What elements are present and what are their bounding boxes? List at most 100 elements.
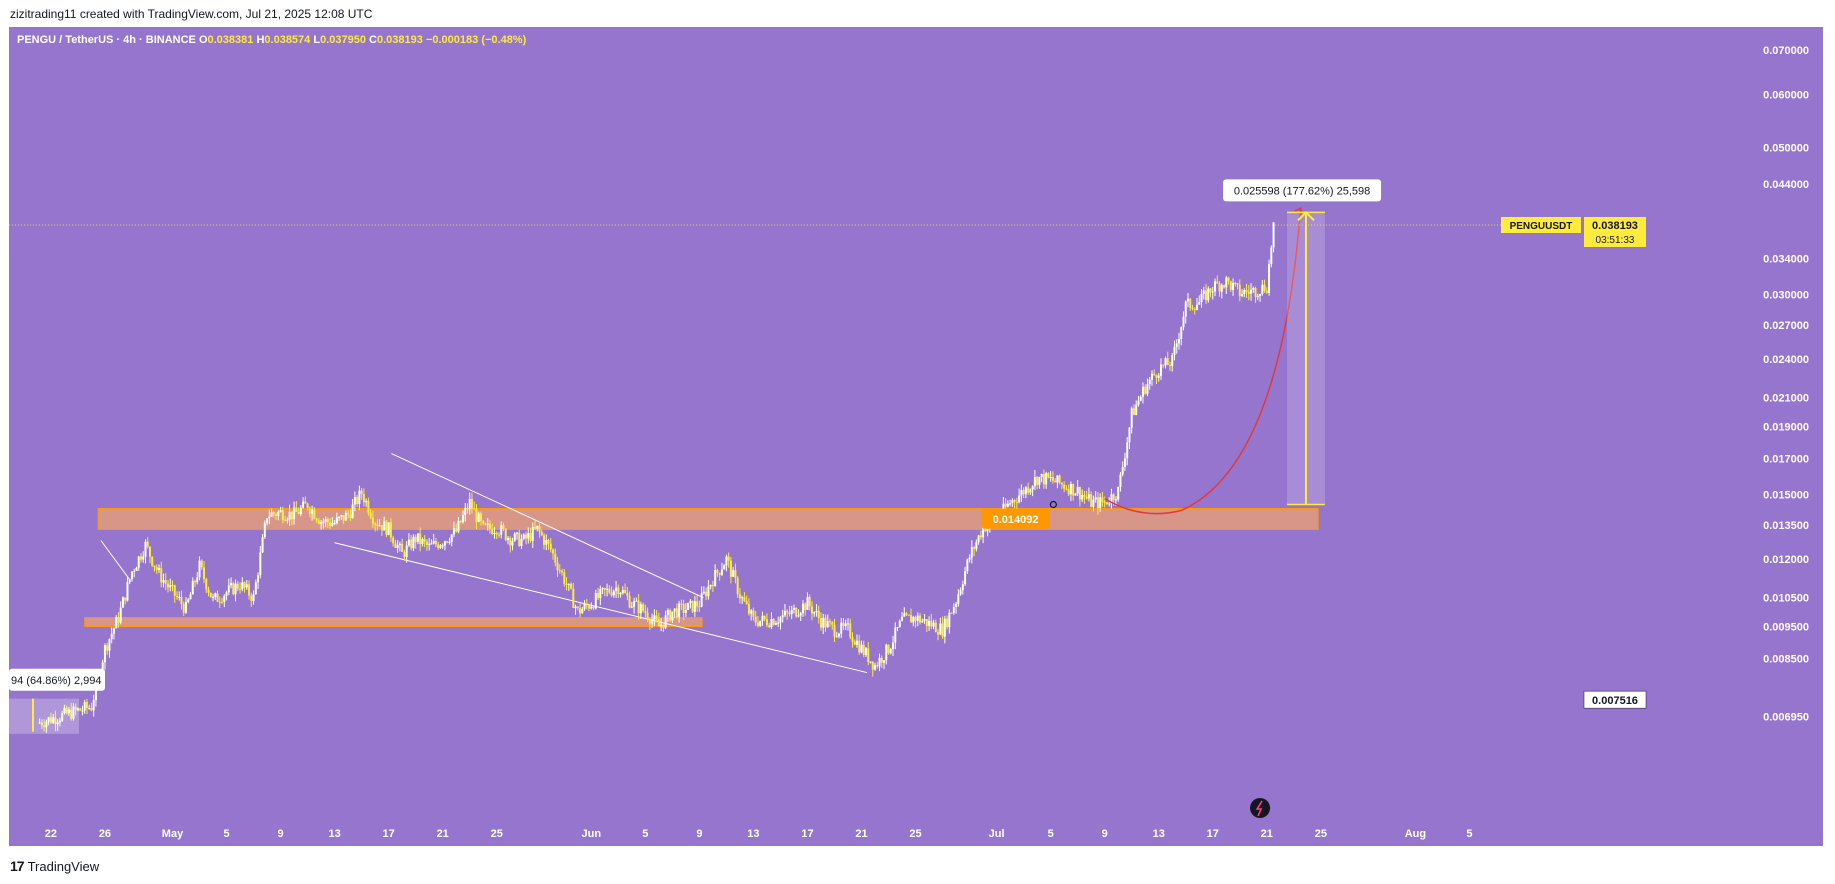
candle	[837, 633, 840, 637]
candle	[1243, 289, 1246, 295]
candle	[135, 567, 138, 571]
candle	[628, 595, 631, 608]
candle	[1078, 486, 1081, 500]
candle	[804, 603, 807, 610]
candle	[716, 569, 719, 573]
candle	[984, 526, 987, 532]
candle	[624, 590, 627, 593]
candle	[732, 570, 735, 577]
y-tick-label: 0.060000	[1763, 90, 1809, 102]
candle	[853, 641, 856, 645]
candle	[351, 504, 354, 519]
candle	[85, 702, 88, 708]
candle	[896, 627, 899, 629]
candle	[579, 608, 582, 614]
chart-canvas[interactable]: 0.025598 (177.62%) 25,598 0.014092 94 (64.…	[9, 27, 1823, 846]
candle	[369, 512, 372, 518]
candle	[475, 508, 478, 522]
marker-circle	[1049, 500, 1057, 509]
candle	[180, 596, 183, 605]
candle	[446, 541, 449, 543]
candle	[653, 615, 656, 620]
candle	[903, 613, 906, 617]
candle	[860, 644, 863, 653]
tradingview-logo-icon[interactable]: 17	[10, 858, 25, 874]
candle	[702, 591, 705, 594]
candle	[770, 619, 773, 628]
candle	[1040, 474, 1043, 477]
candle	[779, 617, 782, 623]
candle	[1033, 477, 1036, 487]
candle	[675, 608, 678, 618]
candle	[975, 542, 978, 549]
y-tick-label: 0.017000	[1763, 454, 1809, 466]
candle	[1139, 396, 1142, 401]
candle	[970, 547, 973, 558]
candle	[950, 612, 953, 614]
candle	[1225, 277, 1228, 288]
candle	[1189, 298, 1192, 308]
candle	[482, 520, 485, 524]
high-value: 0.038574	[264, 34, 311, 46]
candle	[317, 520, 320, 524]
candle	[313, 509, 316, 519]
candle	[248, 584, 251, 596]
candle	[486, 523, 489, 525]
candle	[738, 594, 741, 599]
candle	[1229, 281, 1232, 290]
candle	[610, 592, 613, 596]
candle	[1067, 488, 1070, 495]
candle	[1211, 291, 1214, 293]
candle	[1270, 247, 1273, 265]
candle	[552, 549, 555, 554]
candle	[567, 583, 570, 585]
tradingview-brand[interactable]: TradingView	[27, 858, 100, 874]
symbol-tag	[1501, 217, 1581, 233]
candle	[660, 624, 663, 627]
candle	[277, 511, 280, 517]
candle	[671, 611, 674, 621]
close-value: 0.038193	[377, 34, 423, 46]
candle	[714, 569, 717, 587]
candle	[910, 615, 913, 623]
candle	[383, 521, 386, 531]
symbol-tag-label: PENGUUSDT	[1510, 221, 1573, 232]
candle	[1072, 483, 1075, 496]
candle	[847, 623, 849, 625]
candle	[606, 588, 609, 590]
candle	[1036, 477, 1039, 485]
x-tick-label: Jun	[582, 828, 602, 840]
candle	[948, 612, 951, 628]
candle	[783, 610, 786, 616]
candle	[387, 522, 390, 536]
candle	[430, 543, 433, 545]
candle	[484, 523, 487, 525]
candle	[209, 592, 212, 598]
lightning-icon[interactable]	[1250, 798, 1271, 818]
candle	[754, 616, 757, 623]
candle	[92, 700, 95, 711]
candle	[124, 597, 127, 601]
candle	[403, 551, 406, 558]
candle	[892, 642, 895, 650]
candle	[795, 607, 798, 617]
candle	[279, 510, 282, 512]
price-badge	[981, 508, 1050, 529]
open-label: O	[198, 34, 208, 46]
candle	[322, 521, 325, 523]
candle	[214, 593, 217, 597]
candle	[101, 662, 104, 675]
candle	[878, 657, 881, 667]
candle	[254, 582, 257, 595]
candle	[669, 610, 672, 621]
candle	[1159, 364, 1162, 376]
x-tick-label: 22	[45, 828, 57, 840]
candle	[200, 560, 203, 568]
candle	[65, 707, 68, 714]
candle	[840, 622, 843, 634]
candle	[959, 589, 962, 595]
candle	[173, 585, 176, 596]
price-chart[interactable]: 0.025598 (177.62%) 25,598 0.014092 94 (64.…	[9, 27, 1823, 846]
candle	[441, 545, 444, 547]
candle	[437, 544, 440, 548]
